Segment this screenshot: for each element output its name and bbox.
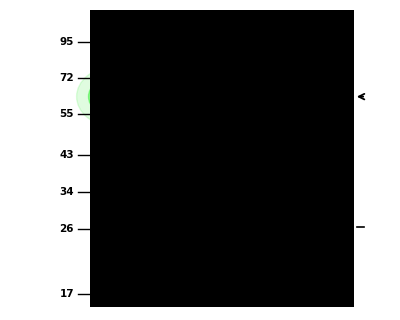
Ellipse shape [282,81,338,112]
Ellipse shape [196,85,232,108]
Text: B: B [210,14,218,24]
Text: KDa: KDa [31,14,53,24]
Ellipse shape [210,93,218,98]
Text: 17: 17 [59,289,74,300]
Text: A: A [110,14,118,24]
Ellipse shape [275,201,345,253]
Text: 55: 55 [60,108,74,119]
Ellipse shape [300,222,312,230]
Text: 34: 34 [59,187,74,197]
Text: 43: 43 [59,150,74,160]
Ellipse shape [110,221,118,228]
Ellipse shape [104,91,116,100]
Ellipse shape [286,210,334,245]
Ellipse shape [102,218,126,233]
Text: C: C [306,14,314,24]
Ellipse shape [286,92,334,101]
Ellipse shape [294,218,326,236]
Text: 95: 95 [60,36,74,47]
Ellipse shape [88,77,140,116]
Ellipse shape [76,67,151,126]
Text: 26: 26 [60,224,74,234]
Ellipse shape [95,212,133,239]
Ellipse shape [97,87,131,107]
Ellipse shape [203,90,225,103]
Text: 72: 72 [59,73,74,84]
